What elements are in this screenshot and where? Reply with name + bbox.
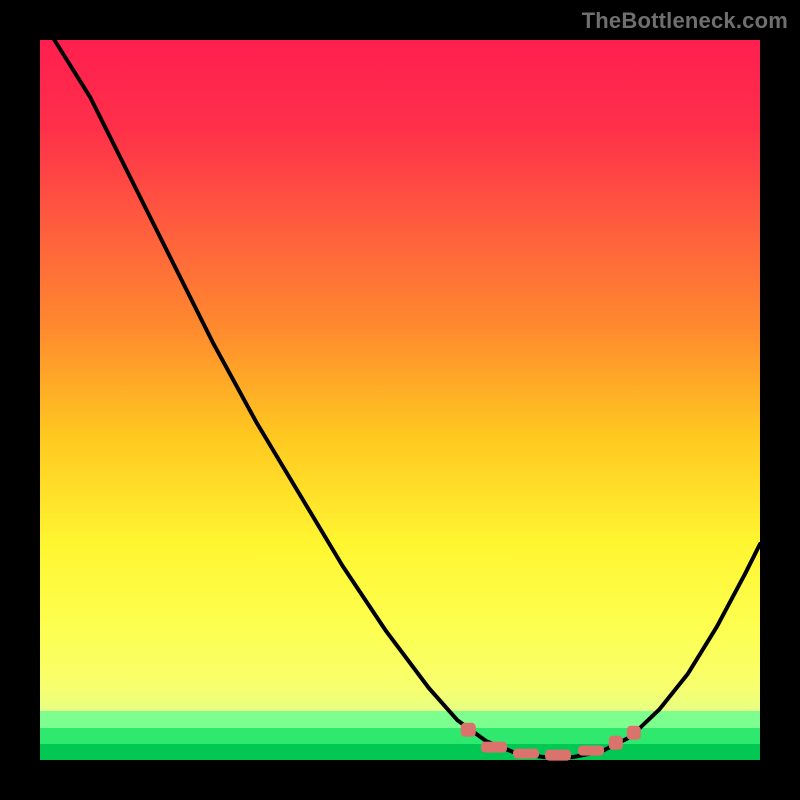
chart-outer: TheBottleneck.com — [0, 0, 800, 800]
marker-dot — [627, 725, 641, 739]
marker-dash — [481, 742, 507, 753]
watermark-text: TheBottleneck.com — [582, 8, 788, 34]
marker-dot — [461, 723, 475, 737]
marker-dash — [545, 750, 571, 761]
marker-dot — [609, 736, 623, 750]
marker-dash — [513, 748, 539, 759]
plot-area — [40, 40, 760, 760]
marker-dash — [578, 745, 604, 756]
curve-layer — [40, 40, 760, 760]
bottleneck-curve — [54, 40, 760, 757]
